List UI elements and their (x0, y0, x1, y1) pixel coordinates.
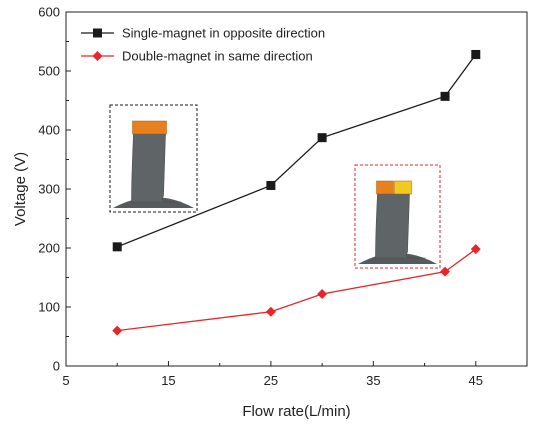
x-axis-title: Flow rate(L/min) (242, 403, 350, 420)
y-tick-label: 500 (38, 64, 60, 79)
legend-entry-2: Double-magnet in same direction (81, 49, 313, 64)
model-column (375, 193, 426, 259)
series-1 (112, 49, 481, 252)
single-magnet-model (109, 104, 198, 213)
axes: 5 15 25 35 45 0 100 200 300 400 500 600 (38, 5, 528, 388)
legend-entry-1: Single-magnet in opposite direction (81, 26, 325, 41)
data-point (317, 133, 327, 143)
legend-marker (93, 28, 102, 38)
data-point (440, 266, 451, 277)
data-point (112, 242, 122, 252)
model-column (131, 133, 182, 203)
magnet-block (132, 120, 167, 135)
y-tick-label: 600 (38, 5, 60, 20)
data-point (471, 49, 481, 59)
y-tick-label: 200 (38, 241, 60, 256)
data-point (265, 306, 276, 317)
data-point (112, 325, 123, 336)
magnet-block (394, 180, 412, 195)
data-point (470, 244, 481, 255)
y-axis-title: Voltage (V) (12, 152, 29, 226)
data-point (317, 289, 328, 300)
y-tick-label: 100 (38, 300, 60, 315)
y-tick-label: 0 (53, 359, 60, 374)
double-magnet-model (354, 164, 441, 269)
legend: Single-magnet in opposite direction Doubl… (81, 26, 325, 64)
x-tick-label: 5 (62, 373, 69, 388)
x-tick-label: 45 (469, 373, 483, 388)
inset-images (109, 104, 441, 269)
legend-label: Double-magnet in same direction (122, 49, 313, 64)
data-series (112, 49, 481, 336)
magnet-block (376, 180, 394, 195)
y-tick-label: 300 (38, 182, 60, 197)
data-point (440, 91, 450, 101)
legend-label: Single-magnet in opposite direction (122, 26, 325, 41)
x-tick-label: 15 (161, 373, 175, 388)
data-point (266, 180, 276, 190)
series-2 (112, 244, 481, 336)
x-tick-label: 35 (366, 373, 380, 388)
y-tick-label: 400 (38, 123, 60, 138)
legend-marker (92, 51, 103, 61)
x-tick-label: 25 (264, 373, 278, 388)
